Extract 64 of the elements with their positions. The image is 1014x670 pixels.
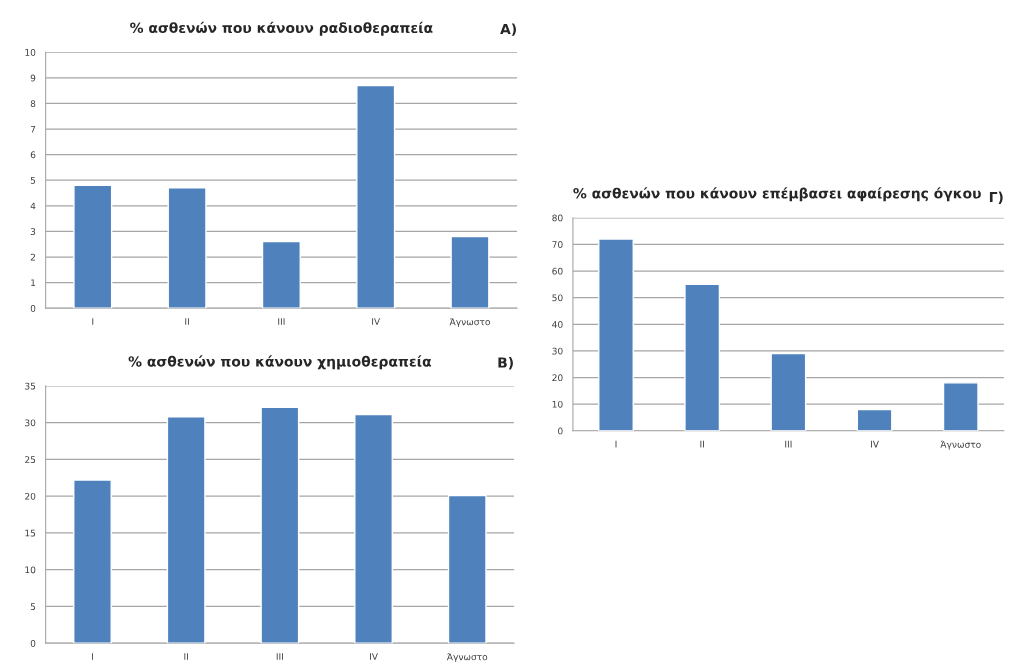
y-tick-label: 80: [552, 214, 563, 222]
y-tick-label: 20: [25, 492, 36, 500]
y-tick-label: 40: [552, 321, 563, 328]
bar: [261, 240, 301, 309]
bar: [450, 235, 490, 309]
y-tick-label: 15: [25, 529, 36, 537]
text: B): [498, 357, 513, 370]
x-tick-label: III: [278, 318, 285, 325]
bar: [856, 408, 893, 431]
x-tick-label: III: [785, 440, 792, 448]
y-tick-label: 5: [30, 177, 36, 184]
bar: [770, 352, 807, 431]
x-tick-label: Άγνωστο: [940, 440, 981, 450]
y-tick-label: 35: [25, 382, 36, 390]
bar: [73, 479, 112, 644]
bar: [167, 187, 207, 309]
x-tick-label: IV: [370, 653, 378, 660]
bar: [260, 406, 300, 644]
x-tick-label: II: [185, 318, 189, 325]
bar: [447, 494, 487, 644]
y-tick-label: 8: [30, 100, 36, 108]
bar: [684, 283, 721, 431]
x-tick-label: II: [184, 653, 188, 660]
x-tick-label: I: [92, 653, 93, 660]
y-tick-label: 0: [30, 639, 36, 647]
x-tick-label: IV: [871, 440, 879, 448]
bar: [942, 382, 979, 431]
bar: [356, 84, 396, 309]
y-tick-label: 10: [25, 566, 36, 574]
bar: [354, 413, 393, 644]
y-tick-label: 2: [30, 253, 35, 261]
bar: [73, 184, 113, 309]
y-tick-label: 10: [25, 48, 36, 56]
y-tick-label: 6: [30, 151, 36, 159]
bar: [598, 238, 634, 431]
y-tick-label: 10: [552, 400, 563, 408]
x-tick-label: I: [92, 318, 94, 325]
y-tick-label: 20: [552, 374, 563, 382]
x-tick-label: IV: [372, 318, 381, 325]
y-tick-label: 50: [552, 294, 563, 302]
y-tick-label: 25: [25, 456, 36, 463]
bar: [166, 416, 206, 644]
text: Γ): [989, 191, 1003, 204]
x-tick-label: Άγνωστο: [449, 317, 490, 328]
y-tick-label: 30: [25, 419, 36, 427]
x-tick-label: Άγνωστο: [446, 652, 488, 663]
x-tick-label: III: [276, 653, 283, 660]
chart-title: % ασθενών που κάνουν ραδιοθεραπεία: [130, 21, 433, 36]
y-tick-label: 4: [30, 202, 36, 210]
chart-title: % ασθενών που κάνουν επέμβασει αφαίρεσης όγκου: [573, 187, 981, 202]
y-tick-label: 3: [30, 228, 36, 235]
x-tick-label: II: [700, 440, 704, 448]
chart-title: % ασθενών που κάνουν χημιοθεραπεία: [128, 355, 432, 370]
y-tick-label: 70: [552, 241, 563, 248]
text: A): [500, 23, 516, 36]
y-tick-label: 5: [30, 603, 36, 610]
y-tick-label: 30: [552, 347, 563, 355]
y-tick-label: 7: [30, 125, 36, 133]
x-tick-label: I: [615, 440, 617, 448]
y-tick-label: 60: [552, 267, 563, 275]
y-tick-label: 9: [30, 74, 36, 82]
y-tick-label: 0: [558, 427, 563, 435]
y-tick-label: 0: [30, 304, 36, 312]
y-tick-label: 1: [31, 279, 36, 287]
